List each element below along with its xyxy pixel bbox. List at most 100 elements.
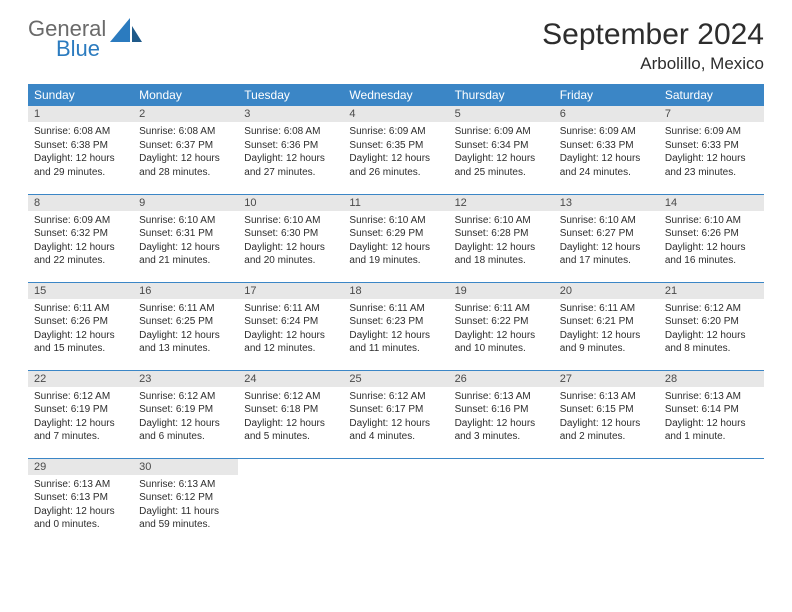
weekday-header: Saturday bbox=[659, 84, 764, 106]
calendar-day-cell: 14Sunrise: 6:10 AMSunset: 6:26 PMDayligh… bbox=[659, 194, 764, 282]
brand-logo: General Blue bbox=[28, 18, 144, 60]
location-label: Arbolillo, Mexico bbox=[542, 54, 764, 74]
day-content: Sunrise: 6:08 AMSunset: 6:37 PMDaylight:… bbox=[133, 122, 238, 185]
day-number: 21 bbox=[659, 283, 764, 299]
weekday-header: Friday bbox=[554, 84, 659, 106]
day-content: Sunrise: 6:12 AMSunset: 6:20 PMDaylight:… bbox=[659, 299, 764, 362]
day-content: Sunrise: 6:10 AMSunset: 6:26 PMDaylight:… bbox=[659, 211, 764, 274]
day-content: Sunrise: 6:10 AMSunset: 6:29 PMDaylight:… bbox=[343, 211, 448, 274]
title-block: September 2024 Arbolillo, Mexico bbox=[542, 18, 764, 74]
day-content: Sunrise: 6:08 AMSunset: 6:38 PMDaylight:… bbox=[28, 122, 133, 185]
calendar-empty-cell bbox=[554, 458, 659, 546]
day-content: Sunrise: 6:12 AMSunset: 6:18 PMDaylight:… bbox=[238, 387, 343, 450]
calendar-week-row: 8Sunrise: 6:09 AMSunset: 6:32 PMDaylight… bbox=[28, 194, 764, 282]
month-title: September 2024 bbox=[542, 18, 764, 52]
day-content: Sunrise: 6:11 AMSunset: 6:26 PMDaylight:… bbox=[28, 299, 133, 362]
day-number: 8 bbox=[28, 195, 133, 211]
calendar-day-cell: 12Sunrise: 6:10 AMSunset: 6:28 PMDayligh… bbox=[449, 194, 554, 282]
calendar-day-cell: 23Sunrise: 6:12 AMSunset: 6:19 PMDayligh… bbox=[133, 370, 238, 458]
day-number: 1 bbox=[28, 106, 133, 122]
day-content: Sunrise: 6:13 AMSunset: 6:13 PMDaylight:… bbox=[28, 475, 133, 538]
calendar-week-row: 29Sunrise: 6:13 AMSunset: 6:13 PMDayligh… bbox=[28, 458, 764, 546]
calendar-empty-cell bbox=[449, 458, 554, 546]
day-content: Sunrise: 6:10 AMSunset: 6:28 PMDaylight:… bbox=[449, 211, 554, 274]
calendar-day-cell: 4Sunrise: 6:09 AMSunset: 6:35 PMDaylight… bbox=[343, 106, 448, 194]
day-number: 14 bbox=[659, 195, 764, 211]
day-content: Sunrise: 6:11 AMSunset: 6:25 PMDaylight:… bbox=[133, 299, 238, 362]
calendar-empty-cell bbox=[343, 458, 448, 546]
calendar-day-cell: 11Sunrise: 6:10 AMSunset: 6:29 PMDayligh… bbox=[343, 194, 448, 282]
calendar-day-cell: 28Sunrise: 6:13 AMSunset: 6:14 PMDayligh… bbox=[659, 370, 764, 458]
day-number: 5 bbox=[449, 106, 554, 122]
calendar-day-cell: 9Sunrise: 6:10 AMSunset: 6:31 PMDaylight… bbox=[133, 194, 238, 282]
day-number: 22 bbox=[28, 371, 133, 387]
day-content: Sunrise: 6:13 AMSunset: 6:12 PMDaylight:… bbox=[133, 475, 238, 538]
day-number: 10 bbox=[238, 195, 343, 211]
calendar-day-cell: 21Sunrise: 6:12 AMSunset: 6:20 PMDayligh… bbox=[659, 282, 764, 370]
day-number: 2 bbox=[133, 106, 238, 122]
day-number: 24 bbox=[238, 371, 343, 387]
day-content: Sunrise: 6:10 AMSunset: 6:27 PMDaylight:… bbox=[554, 211, 659, 274]
weekday-header: Sunday bbox=[28, 84, 133, 106]
calendar-day-cell: 19Sunrise: 6:11 AMSunset: 6:22 PMDayligh… bbox=[449, 282, 554, 370]
calendar-day-cell: 22Sunrise: 6:12 AMSunset: 6:19 PMDayligh… bbox=[28, 370, 133, 458]
calendar-week-row: 15Sunrise: 6:11 AMSunset: 6:26 PMDayligh… bbox=[28, 282, 764, 370]
day-content: Sunrise: 6:11 AMSunset: 6:21 PMDaylight:… bbox=[554, 299, 659, 362]
calendar-day-cell: 26Sunrise: 6:13 AMSunset: 6:16 PMDayligh… bbox=[449, 370, 554, 458]
brand-text: General Blue bbox=[28, 18, 106, 60]
day-number: 25 bbox=[343, 371, 448, 387]
calendar-day-cell: 17Sunrise: 6:11 AMSunset: 6:24 PMDayligh… bbox=[238, 282, 343, 370]
day-content: Sunrise: 6:09 AMSunset: 6:33 PMDaylight:… bbox=[554, 122, 659, 185]
day-number: 11 bbox=[343, 195, 448, 211]
calendar-week-row: 22Sunrise: 6:12 AMSunset: 6:19 PMDayligh… bbox=[28, 370, 764, 458]
calendar-empty-cell bbox=[659, 458, 764, 546]
day-content: Sunrise: 6:09 AMSunset: 6:32 PMDaylight:… bbox=[28, 211, 133, 274]
calendar-day-cell: 24Sunrise: 6:12 AMSunset: 6:18 PMDayligh… bbox=[238, 370, 343, 458]
day-content: Sunrise: 6:11 AMSunset: 6:24 PMDaylight:… bbox=[238, 299, 343, 362]
day-content: Sunrise: 6:13 AMSunset: 6:16 PMDaylight:… bbox=[449, 387, 554, 450]
day-content: Sunrise: 6:13 AMSunset: 6:15 PMDaylight:… bbox=[554, 387, 659, 450]
day-content: Sunrise: 6:09 AMSunset: 6:35 PMDaylight:… bbox=[343, 122, 448, 185]
calendar-day-cell: 10Sunrise: 6:10 AMSunset: 6:30 PMDayligh… bbox=[238, 194, 343, 282]
day-number: 12 bbox=[449, 195, 554, 211]
day-number: 3 bbox=[238, 106, 343, 122]
day-number: 26 bbox=[449, 371, 554, 387]
day-number: 15 bbox=[28, 283, 133, 299]
day-content: Sunrise: 6:11 AMSunset: 6:22 PMDaylight:… bbox=[449, 299, 554, 362]
day-number: 7 bbox=[659, 106, 764, 122]
weekday-header: Monday bbox=[133, 84, 238, 106]
calendar-day-cell: 8Sunrise: 6:09 AMSunset: 6:32 PMDaylight… bbox=[28, 194, 133, 282]
calendar-day-cell: 20Sunrise: 6:11 AMSunset: 6:21 PMDayligh… bbox=[554, 282, 659, 370]
day-number: 9 bbox=[133, 195, 238, 211]
weekday-header: Wednesday bbox=[343, 84, 448, 106]
calendar-day-cell: 7Sunrise: 6:09 AMSunset: 6:33 PMDaylight… bbox=[659, 106, 764, 194]
calendar-table: Sunday Monday Tuesday Wednesday Thursday… bbox=[28, 84, 764, 547]
page-header: General Blue September 2024 Arbolillo, M… bbox=[28, 18, 764, 74]
calendar-page: General Blue September 2024 Arbolillo, M… bbox=[0, 0, 792, 565]
day-number: 27 bbox=[554, 371, 659, 387]
day-content: Sunrise: 6:08 AMSunset: 6:36 PMDaylight:… bbox=[238, 122, 343, 185]
day-content: Sunrise: 6:09 AMSunset: 6:33 PMDaylight:… bbox=[659, 122, 764, 185]
calendar-day-cell: 13Sunrise: 6:10 AMSunset: 6:27 PMDayligh… bbox=[554, 194, 659, 282]
day-content: Sunrise: 6:10 AMSunset: 6:30 PMDaylight:… bbox=[238, 211, 343, 274]
day-number: 6 bbox=[554, 106, 659, 122]
calendar-day-cell: 27Sunrise: 6:13 AMSunset: 6:15 PMDayligh… bbox=[554, 370, 659, 458]
calendar-day-cell: 18Sunrise: 6:11 AMSunset: 6:23 PMDayligh… bbox=[343, 282, 448, 370]
brand-bottom: Blue bbox=[56, 38, 106, 60]
day-number: 29 bbox=[28, 459, 133, 475]
day-number: 19 bbox=[449, 283, 554, 299]
day-number: 20 bbox=[554, 283, 659, 299]
calendar-day-cell: 5Sunrise: 6:09 AMSunset: 6:34 PMDaylight… bbox=[449, 106, 554, 194]
day-content: Sunrise: 6:12 AMSunset: 6:19 PMDaylight:… bbox=[133, 387, 238, 450]
calendar-day-cell: 3Sunrise: 6:08 AMSunset: 6:36 PMDaylight… bbox=[238, 106, 343, 194]
weekday-header: Thursday bbox=[449, 84, 554, 106]
day-number: 17 bbox=[238, 283, 343, 299]
brand-sail-icon bbox=[110, 18, 144, 51]
day-number: 18 bbox=[343, 283, 448, 299]
calendar-day-cell: 15Sunrise: 6:11 AMSunset: 6:26 PMDayligh… bbox=[28, 282, 133, 370]
day-number: 30 bbox=[133, 459, 238, 475]
calendar-day-cell: 29Sunrise: 6:13 AMSunset: 6:13 PMDayligh… bbox=[28, 458, 133, 546]
weekday-header-row: Sunday Monday Tuesday Wednesday Thursday… bbox=[28, 84, 764, 106]
calendar-week-row: 1Sunrise: 6:08 AMSunset: 6:38 PMDaylight… bbox=[28, 106, 764, 194]
day-number: 23 bbox=[133, 371, 238, 387]
